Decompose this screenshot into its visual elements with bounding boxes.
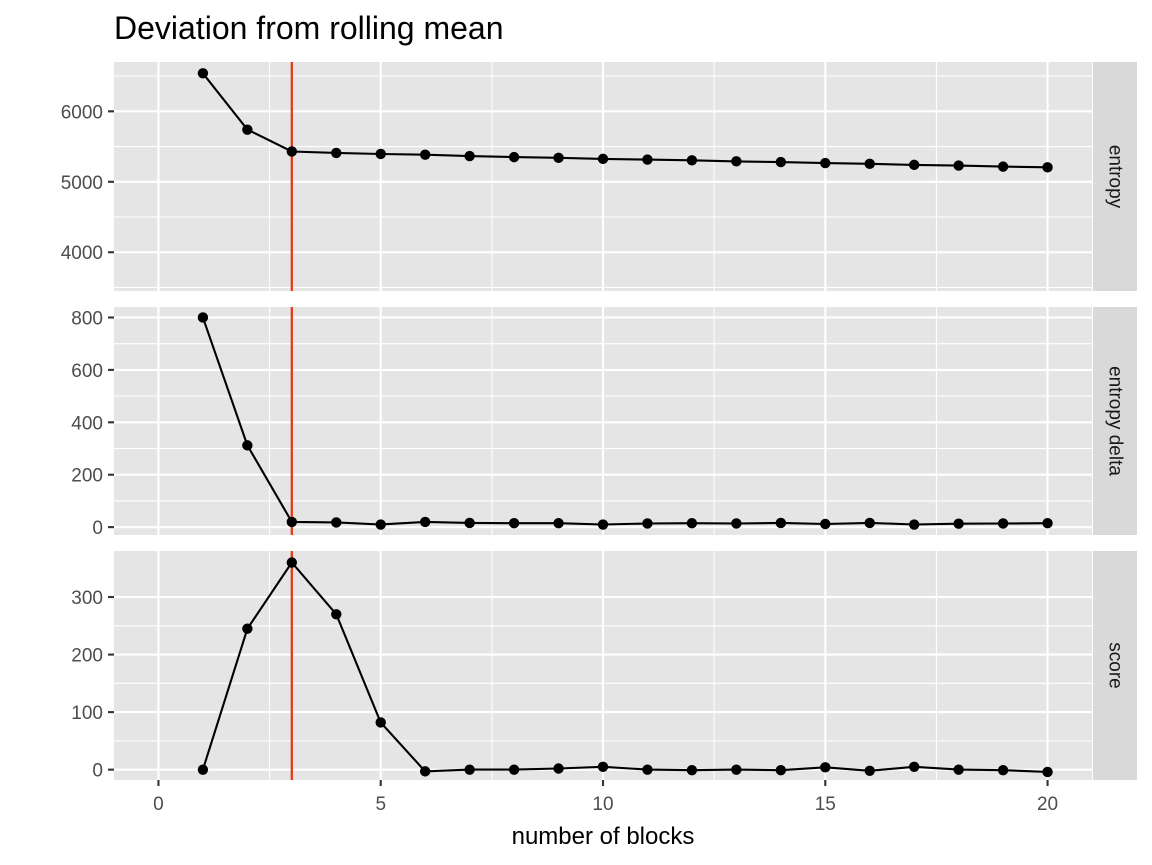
data-point xyxy=(464,150,475,162)
data-point xyxy=(242,124,253,135)
y-tick-label: 300 xyxy=(71,588,103,609)
data-point xyxy=(1042,162,1053,173)
data-point xyxy=(553,518,564,529)
facet-strip xyxy=(1093,307,1137,535)
data-point xyxy=(286,146,298,157)
data-point xyxy=(686,765,698,776)
x-tick-label: 10 xyxy=(592,794,613,815)
series-line xyxy=(202,72,1048,169)
data-point xyxy=(597,761,609,772)
facet-strip xyxy=(1093,551,1137,780)
series-line xyxy=(201,560,1048,773)
x-axis-title: number of blocks xyxy=(512,823,695,850)
facet-strip-label: entropy delta xyxy=(1105,366,1126,476)
data-point xyxy=(864,517,875,529)
data-point xyxy=(597,519,609,530)
data-point xyxy=(997,765,1009,776)
data-point xyxy=(820,762,831,773)
data-point xyxy=(286,557,298,568)
y-tick-label: 0 xyxy=(92,518,103,539)
data-point xyxy=(731,518,742,529)
x-tick-label: 15 xyxy=(815,794,836,815)
data-point xyxy=(553,152,564,164)
data-point xyxy=(286,516,298,528)
data-point xyxy=(775,156,787,168)
data-point xyxy=(908,159,920,171)
facet-strip-label: score xyxy=(1105,642,1126,688)
data-point xyxy=(642,154,653,165)
x-tick-label: 20 xyxy=(1037,794,1058,815)
x-axis: 0 5 10 15 20 xyxy=(153,780,1058,815)
panel-score: 0 100 200 300 score xyxy=(71,551,1137,782)
data-point xyxy=(864,158,875,170)
data-point xyxy=(597,153,609,165)
data-point xyxy=(997,518,1009,529)
data-point xyxy=(553,763,564,774)
data-point xyxy=(731,156,742,167)
data-point xyxy=(820,157,831,169)
facet-strip-label: entropy xyxy=(1105,145,1126,209)
series-line xyxy=(201,317,1048,526)
data-point xyxy=(331,517,342,528)
data-point xyxy=(686,518,698,529)
panel-entropy-delta: 0 200 400 600 800 entropy delta xyxy=(71,307,1137,539)
facet-strip xyxy=(1093,62,1137,291)
data-point xyxy=(508,518,520,529)
data-point xyxy=(197,68,209,79)
y-tick-label: 6000 xyxy=(61,102,103,123)
y-tick-label: 600 xyxy=(71,361,103,382)
data-point xyxy=(642,764,653,775)
data-point xyxy=(331,609,342,620)
data-point xyxy=(775,517,787,529)
data-point xyxy=(642,518,653,529)
data-point xyxy=(464,517,475,529)
chart-title: Deviation from rolling mean xyxy=(114,10,504,46)
data-point xyxy=(731,764,742,775)
data-point xyxy=(197,312,209,323)
data-point xyxy=(419,766,431,777)
data-point xyxy=(953,160,964,171)
data-point xyxy=(820,518,831,530)
data-point xyxy=(242,440,253,451)
data-point xyxy=(953,518,964,529)
data-point xyxy=(375,148,386,160)
data-point xyxy=(375,519,386,530)
data-point xyxy=(331,147,342,159)
y-tick-label: 400 xyxy=(71,413,103,434)
data-point xyxy=(908,519,920,530)
data-point xyxy=(375,717,386,728)
data-point xyxy=(464,764,475,775)
data-point xyxy=(997,161,1009,172)
data-point xyxy=(508,151,520,163)
x-tick-label: 5 xyxy=(375,794,386,815)
data-point xyxy=(908,761,920,772)
data-point xyxy=(686,155,698,166)
y-tick-label: 5000 xyxy=(61,173,103,194)
x-tick-label: 0 xyxy=(153,794,164,815)
panels-group: 4000 5000 6000 entropy 0 200 400 600 800 entropy … xyxy=(61,62,1137,782)
data-point xyxy=(508,764,520,775)
y-tick-label: 800 xyxy=(71,308,103,329)
data-point xyxy=(419,516,431,528)
data-point xyxy=(953,764,964,775)
data-point xyxy=(197,764,209,775)
data-point xyxy=(242,623,253,634)
y-tick-label: 0 xyxy=(92,761,103,782)
y-tick-label: 200 xyxy=(71,466,103,487)
data-point xyxy=(775,765,787,776)
panel-entropy: 4000 5000 6000 entropy xyxy=(61,62,1137,291)
y-tick-label: 4000 xyxy=(61,243,103,264)
y-tick-label: 200 xyxy=(71,646,103,667)
data-point xyxy=(864,765,875,776)
data-point xyxy=(1042,518,1053,529)
data-point xyxy=(419,149,431,160)
data-point xyxy=(1042,766,1053,778)
y-tick-label: 100 xyxy=(71,703,103,724)
